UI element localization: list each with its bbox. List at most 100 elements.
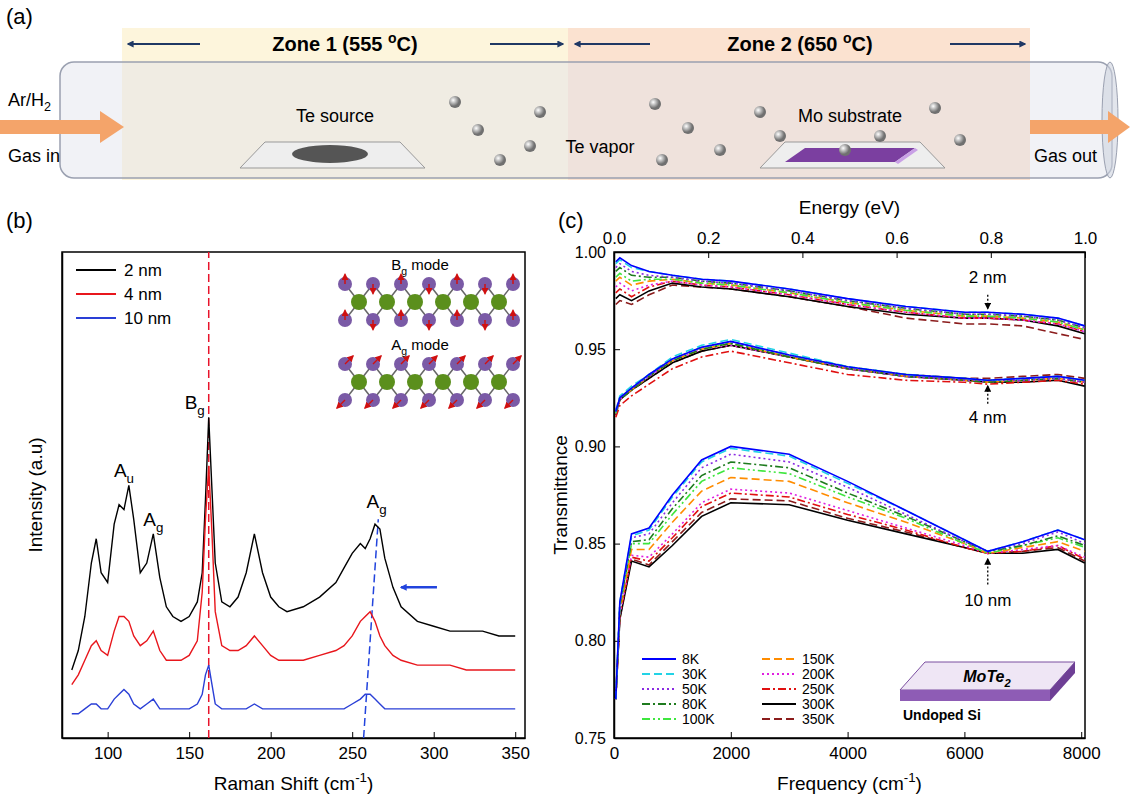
zone-arrow bbox=[490, 43, 563, 45]
text-part: ) bbox=[916, 773, 922, 794]
te-atom bbox=[954, 134, 966, 146]
series-line bbox=[616, 493, 1085, 699]
text-part: Gas out bbox=[1034, 146, 1097, 166]
substrate-boat bbox=[760, 142, 945, 168]
tick-mark bbox=[614, 544, 620, 545]
tick-mark bbox=[614, 252, 620, 253]
text-part: Frequency (cm bbox=[777, 773, 904, 794]
te-atom bbox=[929, 102, 941, 114]
tick-mark bbox=[1081, 732, 1082, 738]
axis-title: Intensity (a.u) bbox=[25, 437, 46, 552]
text-part: 250K bbox=[802, 681, 835, 697]
mode-arrow bbox=[513, 356, 521, 364]
text-part: (c) bbox=[558, 208, 584, 233]
film-top bbox=[900, 662, 1075, 690]
te-atom bbox=[506, 357, 520, 371]
axis: 02000400060008000 bbox=[610, 732, 1101, 763]
atoms bbox=[337, 356, 521, 408]
mode-inset: Bg mode bbox=[338, 256, 520, 330]
mode-arrow bbox=[456, 310, 458, 320]
tick-label: 0.6 bbox=[885, 229, 909, 248]
series-line bbox=[616, 285, 1085, 339]
series-line bbox=[616, 264, 1085, 328]
te-atom bbox=[422, 393, 436, 407]
tick: 250 bbox=[339, 732, 367, 763]
te-atom bbox=[478, 357, 492, 371]
tick: 0.95 bbox=[575, 341, 620, 358]
legend-swatch bbox=[642, 673, 676, 675]
panel-letter: (b) bbox=[6, 208, 33, 233]
tick: 200 bbox=[257, 732, 285, 763]
te-atom bbox=[472, 124, 484, 136]
tick-label: 200 bbox=[257, 744, 285, 763]
inset-label: MoTe2 bbox=[963, 668, 1011, 689]
text-part: MoTe bbox=[963, 668, 1004, 685]
substrate-label: Mo substrate bbox=[798, 106, 902, 126]
mode-arrow bbox=[393, 400, 401, 408]
text-part: 4 nm bbox=[969, 408, 1007, 427]
legend-label: 200K bbox=[802, 666, 835, 682]
tick: 0.90 bbox=[575, 438, 620, 455]
sample-label: 2 nm bbox=[969, 268, 1007, 287]
series-line bbox=[616, 281, 1085, 332]
te-source bbox=[292, 145, 368, 163]
series-line bbox=[616, 351, 1085, 417]
tick: 0.80 bbox=[575, 632, 620, 649]
text-part: 2 bbox=[44, 100, 51, 114]
tick-label: 0.95 bbox=[575, 341, 606, 358]
mode-arrow bbox=[365, 400, 373, 408]
mode-arrow bbox=[505, 400, 513, 408]
tick: 2000 bbox=[712, 732, 750, 763]
text-part: g bbox=[197, 403, 204, 418]
zone-arrow bbox=[128, 43, 200, 45]
mode-arrow bbox=[429, 356, 437, 364]
mo-substrate-edge bbox=[895, 148, 918, 164]
gas-label: Ar/H2 bbox=[8, 90, 51, 114]
tick: 300 bbox=[420, 732, 448, 763]
text-part: 150K bbox=[802, 651, 835, 667]
tick: 1.0 bbox=[1074, 229, 1098, 258]
text-part: -1 bbox=[355, 770, 367, 785]
text-part: Zone 1 (555 bbox=[272, 33, 388, 55]
substrate-side bbox=[1050, 662, 1075, 701]
text-part: 350K bbox=[802, 711, 835, 727]
te-atom bbox=[874, 130, 886, 142]
te-atom bbox=[394, 357, 408, 371]
mode-arrow bbox=[428, 284, 430, 294]
axis-title: Transmittance bbox=[550, 435, 571, 555]
tick-label: 6000 bbox=[946, 744, 984, 763]
legend-swatch bbox=[642, 688, 676, 690]
source-boat bbox=[240, 142, 425, 168]
axis-title: Frequency (cm-1) bbox=[777, 770, 922, 794]
zone-arrow bbox=[575, 43, 650, 45]
text-part: 300K bbox=[802, 696, 835, 712]
text-part: A bbox=[367, 491, 380, 512]
text-part: C) bbox=[852, 33, 873, 55]
legend-label: 80K bbox=[682, 696, 708, 712]
text-part: Zone 2 (650 bbox=[727, 33, 843, 55]
gas-out-arrow bbox=[1030, 111, 1130, 143]
series-line bbox=[616, 478, 1085, 700]
te-atom bbox=[649, 98, 661, 110]
tick-label: 100 bbox=[94, 744, 122, 763]
tick-mark bbox=[848, 732, 849, 738]
tube bbox=[60, 62, 1112, 178]
series-line bbox=[616, 341, 1085, 411]
series-line bbox=[616, 260, 1085, 326]
text-part: Ar/H bbox=[8, 90, 44, 110]
te-atom bbox=[839, 144, 851, 156]
tick-label: 0.8 bbox=[979, 229, 1003, 248]
text-part: Energy (eV) bbox=[799, 197, 900, 218]
peak-label: Au bbox=[114, 460, 134, 486]
series-line bbox=[616, 339, 1085, 411]
mo-atom bbox=[379, 294, 395, 310]
tick-mark bbox=[964, 732, 965, 738]
tick-label: 0.2 bbox=[697, 229, 721, 248]
panel-letter: (c) bbox=[558, 208, 584, 233]
text-part: 4 nm bbox=[124, 285, 162, 304]
te-atom bbox=[338, 393, 352, 407]
peak-label: Ag bbox=[143, 509, 163, 535]
tick: 0.8 bbox=[979, 229, 1003, 258]
axis: 0.750.800.850.900.951.00 bbox=[575, 244, 620, 747]
mode-arrow bbox=[337, 400, 345, 408]
